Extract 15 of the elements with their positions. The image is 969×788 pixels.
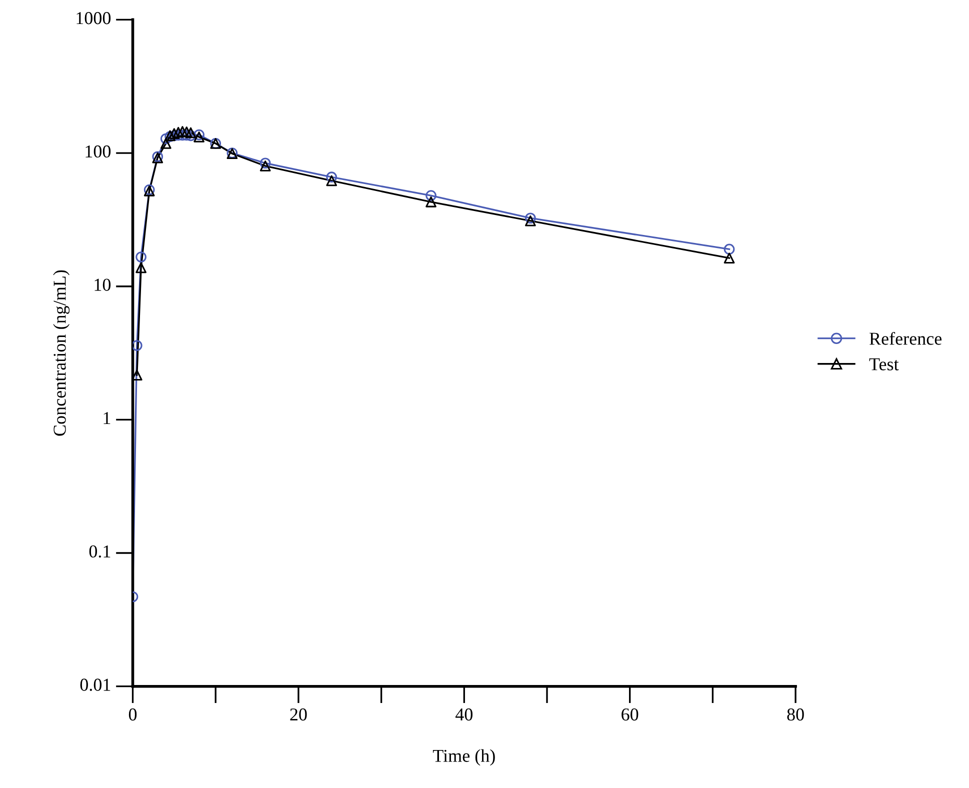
legend-label: Reference — [870, 332, 942, 345]
x-tick-label: 0 — [128, 708, 137, 721]
y-axis-title: Concentration (ng/mL) — [53, 270, 70, 436]
x-tick-label: 20 — [290, 708, 307, 721]
y-tick-label: 10 — [94, 278, 111, 291]
legend-label: Test — [869, 358, 899, 370]
x-axis-title: Time (h) — [432, 749, 495, 766]
y-tick-label: 1000 — [76, 12, 111, 24]
y-tick-label: 0.1 — [89, 545, 110, 558]
y-tick-label: 100 — [86, 145, 111, 158]
x-tick-label: 80 — [787, 708, 804, 721]
y-tick-label: 1 — [104, 412, 110, 424]
x-tick-label: 40 — [455, 708, 472, 721]
y-tick-label: 0.01 — [80, 678, 110, 691]
x-tick-label: 60 — [622, 708, 638, 721]
